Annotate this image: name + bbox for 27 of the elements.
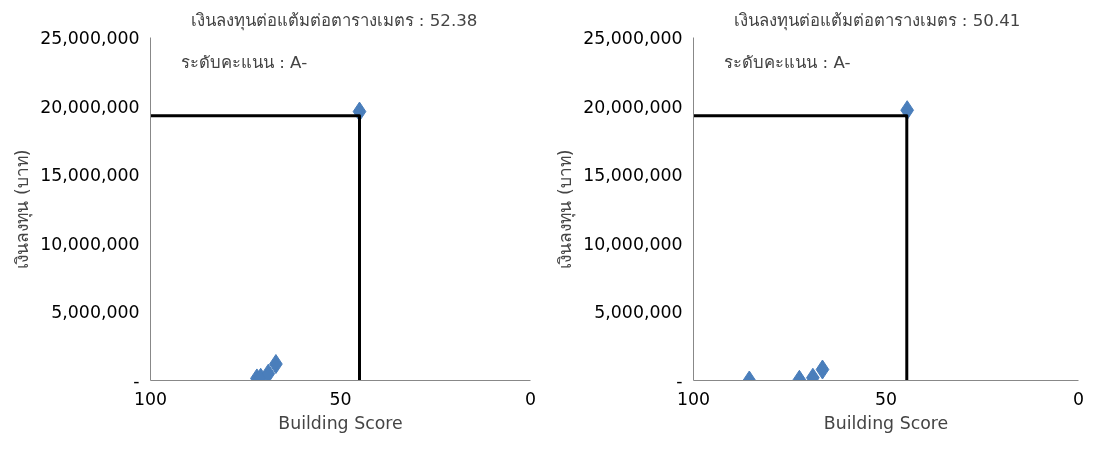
y-tick-label: 15,000,000	[40, 165, 140, 186]
y-tick-label: 20,000,000	[583, 96, 683, 117]
x-axis-title: Building Score	[278, 412, 403, 433]
x-tick-label: 100	[133, 388, 168, 409]
y-axis-title: เงินลงทุน (บาท)	[555, 149, 577, 269]
y-axis-title: เงินลงทุน (บาท)	[12, 149, 34, 269]
x-tick-label: 50	[874, 388, 898, 409]
annotation: ระดับคะแนน : A-	[180, 52, 308, 72]
y-tick-label: -	[676, 371, 683, 391]
y-tick-label: 10,000,000	[40, 233, 140, 254]
text: เงินลงทุนต่อแต้มต่อตารางเมตร : 50.41	[733, 10, 1021, 31]
y-tick-label: 5,000,000	[594, 302, 683, 323]
x-tick-label: 100	[676, 388, 711, 409]
y-tick-label: 10,000,000	[583, 233, 683, 254]
y-tick-label: 20,000,000	[40, 96, 140, 117]
y-tick-label: 5,000,000	[51, 302, 140, 323]
x-tick-label: 50	[329, 388, 352, 409]
point	[261, 363, 276, 381]
y-tick-label: 25,000,000	[583, 28, 683, 48]
text: เงินลงทุนต่อแต้มต่อตารางเมตร : 52.38	[190, 10, 478, 31]
annotation: ระดับคะแนน : A-	[724, 52, 851, 72]
x-tick-label: 0	[524, 388, 537, 409]
x-axis-title: Building Score	[823, 412, 949, 433]
y-tick-label: -	[133, 371, 140, 391]
y-tick-label: 15,000,000	[583, 165, 683, 186]
x-tick-label: 0	[1072, 388, 1085, 409]
y-tick-label: 25,000,000	[40, 28, 140, 48]
